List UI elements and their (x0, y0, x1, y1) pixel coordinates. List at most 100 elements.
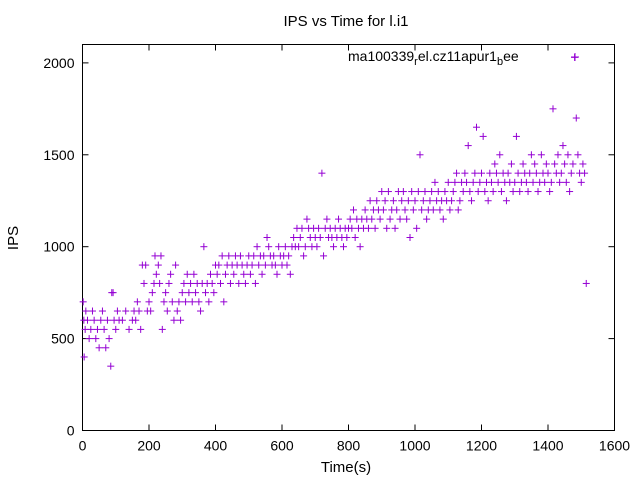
data-point (122, 307, 130, 315)
data-point (561, 160, 569, 168)
data-point (474, 188, 482, 196)
data-point (298, 224, 306, 232)
data-point (97, 316, 105, 324)
data-point (564, 151, 572, 159)
data-point (190, 270, 198, 278)
data-point (263, 234, 271, 241)
data-point (140, 279, 148, 287)
data-point (105, 335, 113, 343)
data-point (514, 169, 522, 177)
data-point (411, 197, 419, 205)
data-point (522, 178, 530, 186)
data-point (241, 279, 249, 287)
data-point (423, 215, 431, 223)
data-point (205, 298, 213, 306)
data-point (236, 252, 244, 260)
x-tick-label: 1200 (466, 438, 497, 454)
x-tick-label: 200 (137, 438, 161, 454)
data-point (112, 325, 120, 333)
data-point (389, 197, 397, 205)
data-point (481, 188, 489, 196)
data-point (436, 206, 444, 214)
data-point (145, 298, 153, 306)
data-point (85, 335, 93, 343)
data-point (468, 197, 476, 205)
data-point (526, 169, 534, 177)
data-point (393, 206, 401, 214)
data-point (157, 252, 165, 260)
data-point (107, 362, 115, 370)
data-point (544, 169, 552, 177)
data-point (373, 197, 381, 205)
data-point (132, 316, 140, 324)
data-point (449, 188, 457, 196)
data-point (335, 215, 343, 223)
data-point (383, 224, 391, 232)
y-tick-label: 2000 (43, 55, 74, 71)
data-point (451, 178, 459, 186)
data-point (484, 197, 492, 205)
data-point (88, 307, 96, 315)
data-point (87, 325, 95, 333)
data-point (318, 169, 326, 177)
data-point (295, 243, 303, 251)
y-axis: 0 500 1000 1500 2000 (43, 55, 615, 439)
data-point (398, 197, 406, 205)
data-point (379, 206, 387, 214)
data-point (185, 289, 193, 297)
legend-label-part: el.cz11apur1 (418, 48, 497, 64)
data-point (210, 289, 218, 297)
y-tick-label: 1000 (43, 239, 74, 255)
data-point (197, 307, 205, 315)
y-tick-label: 500 (51, 331, 75, 347)
data-point (519, 160, 527, 168)
data-point (491, 160, 499, 168)
data-point (448, 197, 456, 205)
data-point (461, 169, 469, 177)
data-point (469, 178, 477, 186)
legend-label-part: r (414, 56, 418, 68)
data-point (90, 316, 98, 324)
data-point (163, 307, 171, 315)
data-point (250, 252, 258, 260)
x-tick-label: 600 (270, 438, 294, 454)
data-point (283, 261, 291, 269)
legend: ma100339rel.cz11apur1bee (348, 48, 579, 68)
data-point (473, 123, 481, 131)
data-point (426, 197, 434, 205)
data-point (285, 252, 293, 260)
data-point (479, 132, 487, 140)
data-point (492, 169, 500, 177)
data-point (168, 298, 176, 306)
data-point (464, 142, 472, 150)
data-point (453, 169, 461, 177)
data-point (529, 178, 537, 186)
data-point (364, 224, 372, 232)
data-point (216, 279, 224, 287)
data-point (577, 178, 585, 186)
data-point (478, 169, 485, 177)
data-point (102, 344, 110, 352)
data-point (246, 270, 254, 278)
data-point (551, 160, 559, 168)
data-point (275, 243, 283, 251)
data-point (303, 215, 311, 223)
data-point (271, 261, 279, 269)
data-point (416, 151, 424, 159)
data-point (113, 307, 121, 315)
data-point (444, 178, 452, 186)
legend-label-part: ma100339 (348, 48, 414, 64)
data-point (439, 215, 447, 223)
data-point (343, 234, 351, 241)
data-point (581, 169, 589, 177)
y-tick-label: 0 (67, 423, 75, 439)
data-point (165, 279, 173, 287)
data-point (82, 307, 90, 315)
data-point (471, 169, 479, 177)
data-point (258, 270, 266, 278)
data-point (371, 224, 379, 232)
data-point (463, 178, 471, 186)
data-point (240, 270, 248, 278)
data-point (532, 169, 540, 177)
